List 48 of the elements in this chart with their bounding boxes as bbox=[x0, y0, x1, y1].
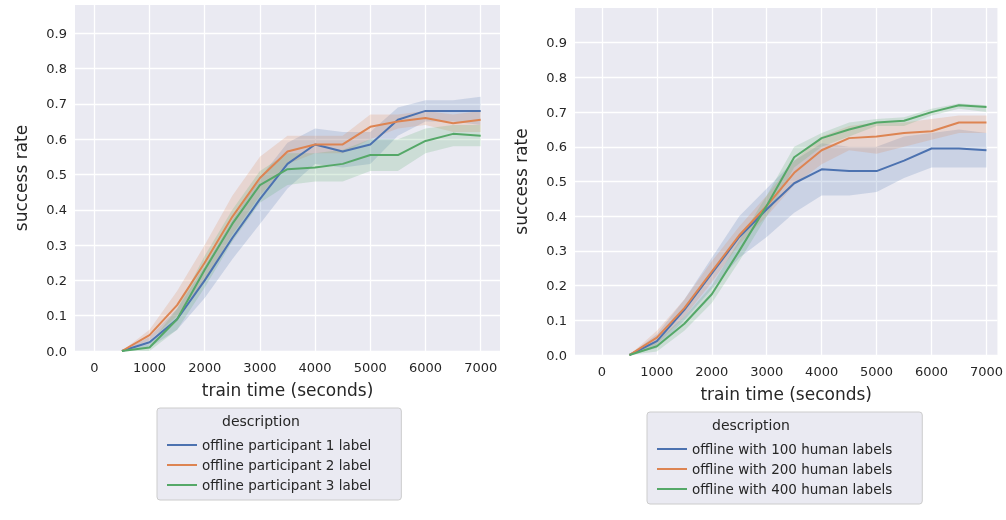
x-tick-label: 6000 bbox=[914, 364, 949, 379]
legend-label: offline participant 3 label bbox=[202, 477, 372, 493]
y-tick-label: 0.9 bbox=[46, 25, 67, 41]
x-tick-label: 5000 bbox=[353, 360, 387, 375]
y-tick-label: 0.0 bbox=[546, 347, 567, 363]
y-tick-label: 0.3 bbox=[546, 243, 567, 259]
x-tick-label: 7000 bbox=[464, 360, 498, 375]
y-tick-label: 0.2 bbox=[546, 278, 567, 294]
legend-title: description bbox=[222, 413, 300, 429]
x-tick-label: 3000 bbox=[243, 360, 277, 375]
x-axis-title: train time (seconds) bbox=[201, 379, 374, 400]
legend-title: description bbox=[712, 417, 790, 433]
y-tick-label: 0.8 bbox=[546, 69, 567, 85]
x-tick-label: 1000 bbox=[640, 364, 674, 379]
legend-label: offline participant 1 label bbox=[202, 437, 372, 453]
x-tick-label: 2000 bbox=[695, 364, 729, 379]
x-tick-label: 6000 bbox=[408, 360, 443, 375]
y-tick-label: 0.4 bbox=[46, 202, 67, 218]
x-tick-label: 0 bbox=[90, 360, 99, 375]
x-tick-label: 5000 bbox=[860, 364, 894, 379]
x-tick-label: 2000 bbox=[188, 360, 222, 375]
y-tick-label: 0.2 bbox=[46, 272, 67, 288]
legend-label: offline with 100 human labels bbox=[692, 441, 893, 457]
y-tick-label: 0.1 bbox=[46, 308, 67, 324]
legend-label: offline participant 2 label bbox=[202, 457, 372, 473]
y-tick-label: 0.0 bbox=[46, 343, 67, 359]
y-tick-label: 0.1 bbox=[546, 312, 567, 328]
y-axis-title: success rate bbox=[510, 128, 531, 235]
x-tick-label: 1000 bbox=[132, 360, 167, 375]
y-tick-label: 0.9 bbox=[546, 35, 567, 51]
x-tick-label: 4000 bbox=[298, 360, 332, 375]
y-tick-label: 0.5 bbox=[46, 166, 67, 182]
x-tick-label: 3000 bbox=[750, 364, 784, 379]
y-tick-label: 0.7 bbox=[46, 96, 67, 112]
y-tick-label: 0.6 bbox=[546, 139, 567, 155]
legend-label: offline with 400 human labels bbox=[692, 481, 893, 497]
y-tick-label: 0.4 bbox=[546, 208, 567, 224]
y-tick-label: 0.5 bbox=[546, 174, 567, 189]
x-tick-label: 7000 bbox=[969, 364, 1003, 379]
y-tick-label: 0.3 bbox=[46, 237, 67, 253]
y-tick-label: 0.6 bbox=[46, 131, 67, 147]
x-tick-label: 4000 bbox=[805, 364, 839, 379]
x-tick-label: 0 bbox=[597, 364, 607, 379]
y-axis-title: success rate bbox=[10, 124, 31, 232]
x-axis-title: train time (seconds) bbox=[700, 383, 872, 404]
y-tick-label: 0.7 bbox=[546, 104, 567, 120]
y-tick-label: 0.8 bbox=[46, 61, 67, 77]
legend-label: offline with 200 human labels bbox=[692, 461, 893, 477]
